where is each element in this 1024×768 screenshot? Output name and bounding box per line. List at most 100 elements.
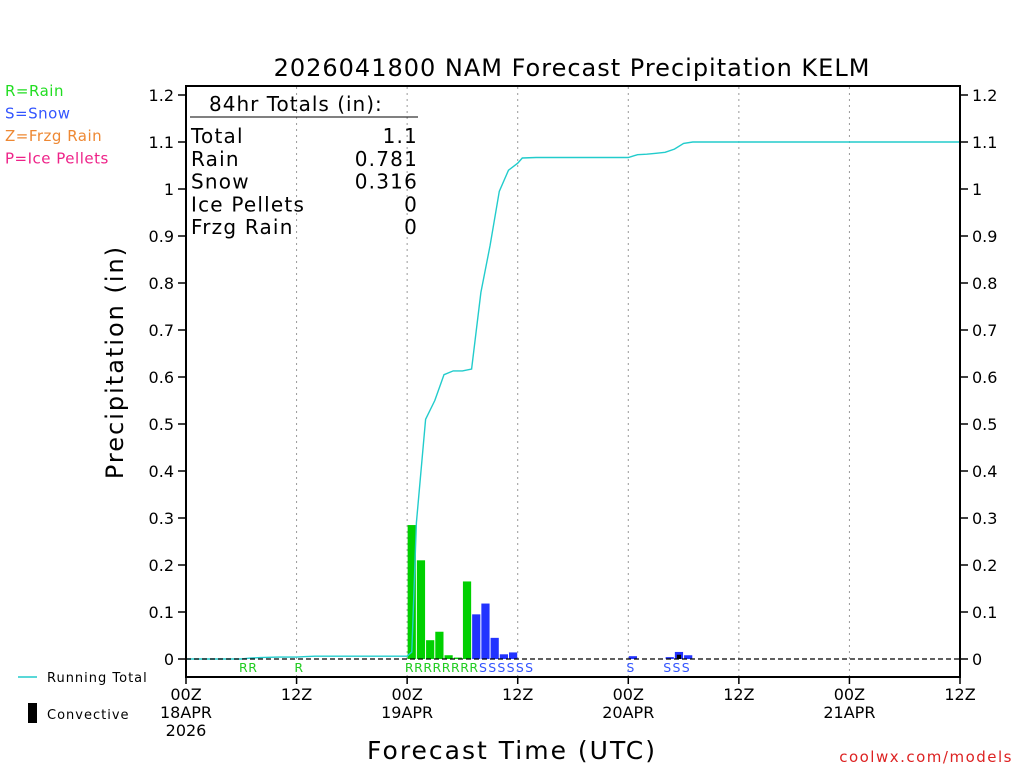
running-total-line (186, 141, 960, 660)
totals-row-value: 0 (404, 192, 418, 216)
precip-bar-rain (453, 657, 462, 659)
y-tick-label: 0.8 (149, 274, 174, 293)
y-tick-label-right: 1 (972, 180, 982, 199)
y-tick-label: 0.3 (149, 509, 174, 528)
convective-legend-label: Convective (47, 708, 130, 723)
x-tick-label: 00Z (613, 685, 644, 704)
ptype-marker: S (497, 660, 505, 675)
ptype-marker: R (414, 660, 423, 675)
y-tick-label: 1.1 (149, 133, 174, 152)
running-total-legend-label: Running Total (47, 671, 148, 686)
ptype-marker: R (469, 660, 478, 675)
y-axis-left: 0 0.1 0.2 0.3 0.4 0.5 0.6 0.7 0.8 0.9 1 1.1 1.2 (149, 86, 186, 669)
y-tick-label: 1.2 (149, 86, 174, 105)
x-tick-label: 12Z (944, 685, 975, 704)
y-tick-label-right: 0.5 (972, 415, 997, 434)
precip-bar-snow (684, 655, 693, 659)
x-tick-label: 12Z (723, 685, 754, 704)
precip-bar-rain (407, 525, 416, 659)
precip-bar-snow (490, 637, 499, 659)
ptype-legend: R=Rain S=Snow Z=Frzg Rain P=Ice Pellets (5, 82, 109, 168)
x-tick-label: 18APR (160, 703, 212, 722)
y-tick-label-right: 1.1 (972, 133, 997, 152)
y-axis-label: Precipitation (in) (101, 245, 129, 479)
totals-row-value: 0.316 (355, 170, 418, 194)
totals-header: 84hr Totals (in): (209, 92, 383, 116)
y-tick-label: 0.4 (149, 462, 174, 481)
totals-row-value: 0 (404, 215, 418, 239)
y-tick-label-right: 0.4 (972, 462, 997, 481)
ptype-marker: S (663, 660, 671, 675)
y-tick-label: 0.9 (149, 227, 174, 246)
ptype-legend-item: Z=Frzg Rain (5, 127, 102, 145)
ptype-marker: S (626, 660, 634, 675)
ptype-marker: R (405, 660, 414, 675)
precip-bar-snow (499, 654, 508, 659)
ptype-marker: S (488, 660, 496, 675)
precip-bar-snow (472, 614, 481, 659)
y-tick-label: 0 (164, 650, 174, 669)
ptype-legend-item: S=Snow (5, 105, 71, 123)
precip-bar-rain (416, 560, 426, 659)
y-tick-label-right: 0.8 (972, 274, 997, 293)
series-legend: Running Total Convective (18, 671, 148, 723)
y-tick-label-right: 0.3 (972, 509, 997, 528)
totals-row-label: Snow (191, 170, 250, 194)
y-tick-label: 0.7 (149, 321, 174, 340)
precip-bar-snow (509, 652, 518, 659)
totals-row-label: Rain (191, 147, 240, 171)
y-tick-label-right: 0.9 (972, 227, 997, 246)
precip-bar-snow (628, 656, 637, 659)
x-tick-label: 00Z (834, 685, 865, 704)
ptype-marker: R (433, 660, 442, 675)
precip-bar-snow (665, 657, 674, 659)
ptype-legend-item: R=Rain (5, 82, 64, 100)
convective-bars (676, 654, 682, 659)
y-tick-label: 0.6 (149, 368, 174, 387)
y-tick-label-right: 0.1 (972, 603, 997, 622)
x-tick-label: 20APR (602, 703, 654, 722)
precip-bar-rain (426, 640, 435, 659)
ptype-legend-item: P=Ice Pellets (5, 150, 109, 168)
x-axis-label: Forecast Time (UTC) (367, 736, 657, 765)
precip-bar-rain (435, 631, 444, 659)
credit-text: coolwx.com/models (839, 748, 1013, 766)
ptype-marker: R (451, 660, 460, 675)
ptype-marker: R (248, 660, 257, 675)
y-tick-label: 1 (164, 180, 174, 199)
x-tick-label: 00Z (170, 685, 201, 704)
precip-bar-rain (462, 581, 472, 659)
y-tick-label-right: 1.2 (972, 86, 997, 105)
plot-frame (185, 85, 961, 678)
y-tick-label: 0.5 (149, 415, 174, 434)
ptype-marker: S (516, 660, 524, 675)
ptype-marker: R (294, 660, 303, 675)
chart-title: 2026041800 NAM Forecast Precipitation KE… (274, 54, 871, 82)
ptype-marker: S (672, 660, 680, 675)
convective-legend-swatch (28, 703, 37, 723)
ptype-marker: S (479, 660, 487, 675)
ptype-marker: S (682, 660, 690, 675)
ptype-marker: R (442, 660, 451, 675)
totals-box: 84hr Totals (in): Total 1.1 Rain 0.781 Snow 0… (190, 92, 418, 239)
totals-row-value: 0.781 (355, 147, 418, 171)
x-tick-label: 2026 (166, 721, 207, 740)
x-tick-label: 00Z (391, 685, 422, 704)
y-tick-label-right: 0.6 (972, 368, 997, 387)
y-tick-label-right: 0.7 (972, 321, 997, 340)
precip-bar-rain (444, 655, 453, 659)
y-tick-label: 0.2 (149, 556, 174, 575)
x-tick-label: 12Z (502, 685, 533, 704)
ptype-marker: R (460, 660, 469, 675)
precip-bars (407, 525, 693, 659)
ptype-marker: R (239, 660, 248, 675)
y-tick-label-right: 0 (972, 650, 982, 669)
totals-row-value: 1.1 (383, 124, 418, 148)
x-tick-label: 21APR (823, 703, 875, 722)
y-axis-right: 0 0.1 0.2 0.3 0.4 0.5 0.6 0.7 0.8 0.9 1 1.1 1.2 (960, 86, 997, 669)
y-tick-label: 0.1 (149, 603, 174, 622)
ptype-marker: S (507, 660, 515, 675)
totals-row-label: Ice Pellets (191, 192, 305, 216)
